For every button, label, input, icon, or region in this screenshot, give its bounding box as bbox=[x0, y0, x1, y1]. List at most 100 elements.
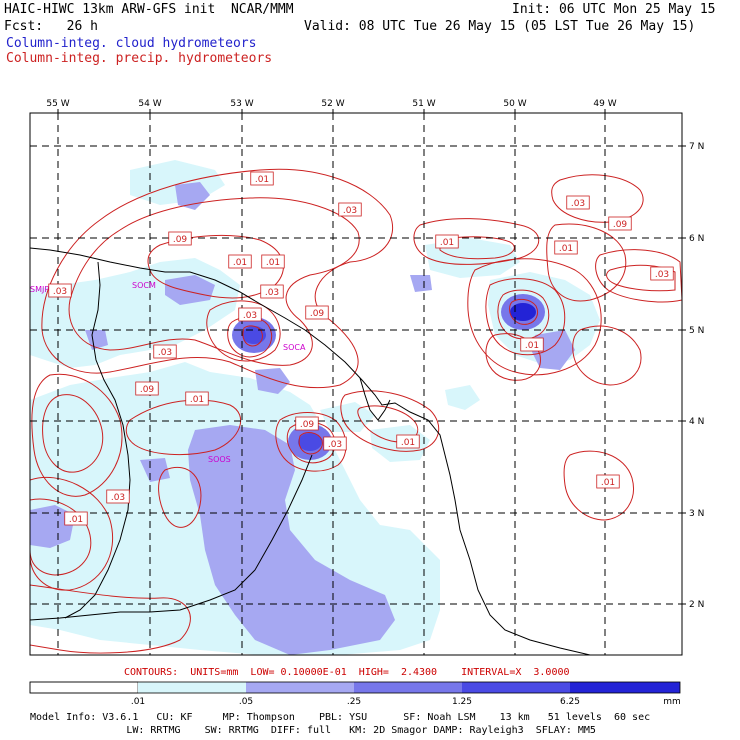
legend-swatch bbox=[246, 682, 354, 693]
lat-label: 6 N bbox=[689, 234, 704, 244]
contour-label: .01 bbox=[440, 238, 454, 248]
lon-label: 51 W bbox=[412, 99, 435, 109]
contour-label: .03 bbox=[265, 288, 279, 298]
contour-label: .01 bbox=[601, 478, 615, 488]
plot-title: HAIC-HIWC 13km ARW-GFS init NCAR/MMM bbox=[4, 2, 294, 17]
contour-label-box bbox=[323, 436, 347, 451]
forecast-hour: Fcst: 26 h bbox=[4, 19, 98, 34]
station-labels: SMJP SOCM SOCA SOOS bbox=[30, 281, 306, 464]
latitude-labels: 7 N 6 N 5 N 4 N 3 N 2 N bbox=[689, 142, 704, 610]
legend-tick: 1.25 bbox=[452, 697, 472, 707]
contour-label-box bbox=[520, 337, 544, 352]
contour-label-box bbox=[650, 266, 674, 281]
contour-label: .01 bbox=[266, 258, 280, 268]
contour-label-box bbox=[260, 284, 284, 299]
contour-label: .01 bbox=[401, 438, 415, 448]
contour-label: .03 bbox=[111, 493, 125, 503]
lon-label: 49 W bbox=[593, 99, 616, 109]
contour-label: .09 bbox=[613, 220, 628, 230]
legend-unit: mm bbox=[663, 697, 681, 707]
valid-time: Valid: 08 UTC Tue 26 May 15 (05 LST Tue … bbox=[304, 19, 696, 34]
legend-swatch bbox=[138, 682, 246, 693]
contour-label-box bbox=[64, 511, 88, 526]
contour-label: .09 bbox=[140, 385, 155, 395]
graticule bbox=[30, 113, 682, 655]
coastline-borders bbox=[30, 247, 591, 655]
station-label: SMJP bbox=[30, 285, 49, 294]
legend-swatch bbox=[29, 681, 139, 694]
model-info-line1: Model Info: V3.6.1 CU: KF MP: Thompson P… bbox=[30, 712, 651, 723]
lat-label: 4 N bbox=[689, 417, 704, 427]
legend-swatch bbox=[462, 682, 570, 693]
contour-label-box bbox=[608, 216, 632, 231]
precip-field-label: Column-integ. precip. hydrometeors bbox=[6, 51, 273, 66]
contour-label-box bbox=[135, 381, 159, 396]
color-legend: .01 .05 .25 1.25 6.25 mm bbox=[29, 681, 681, 707]
lon-label: 52 W bbox=[321, 99, 344, 109]
contour-label-box bbox=[106, 489, 130, 504]
contour-label-box bbox=[338, 202, 362, 217]
lon-label: 50 W bbox=[503, 99, 526, 109]
model-info-line2: LW: RRTMG SW: RRTMG DIFF: full KM: 2D Sm… bbox=[30, 725, 596, 736]
lat-label: 7 N bbox=[689, 142, 704, 152]
map-frame bbox=[29, 112, 683, 656]
lon-label: 53 W bbox=[230, 99, 253, 109]
legend-tick: .25 bbox=[347, 697, 361, 707]
contour-label-box bbox=[295, 416, 319, 431]
contour-label: .03 bbox=[571, 199, 585, 209]
contour-label: .01 bbox=[69, 515, 83, 525]
station-label: SOCM bbox=[132, 281, 156, 290]
longitude-labels: 55 W 54 W 53 W 52 W 51 W 50 W 49 W bbox=[46, 99, 616, 109]
contour-label-box bbox=[554, 240, 578, 255]
contour-label: .01 bbox=[559, 244, 573, 254]
station-label: SOCA bbox=[283, 343, 306, 352]
contour-label-box bbox=[250, 171, 274, 186]
lat-label: 3 N bbox=[689, 509, 704, 519]
contour-label-box bbox=[185, 391, 209, 406]
contour-label: .01 bbox=[525, 341, 539, 351]
contour-label-box bbox=[153, 344, 177, 359]
contour-label-box bbox=[596, 474, 620, 489]
lat-label: 5 N bbox=[689, 326, 704, 336]
contour-label: .09 bbox=[300, 420, 315, 430]
contour-label-box bbox=[435, 234, 459, 249]
contour-label-box bbox=[228, 254, 252, 269]
lon-label: 55 W bbox=[46, 99, 69, 109]
cloud-field-label: Column-integ. cloud hydrometeors bbox=[6, 36, 257, 51]
legend-ticks: .01 .05 .25 1.25 6.25 mm bbox=[131, 697, 681, 707]
cloud-cell-strong bbox=[232, 294, 545, 460]
contour-label-box bbox=[168, 231, 192, 246]
contour-label: .01 bbox=[233, 258, 247, 268]
contour-label: .03 bbox=[53, 287, 67, 297]
contour-label: .03 bbox=[328, 440, 342, 450]
contour-label-box bbox=[305, 305, 329, 320]
contour-label: .09 bbox=[310, 309, 325, 319]
station-label: SOOS bbox=[208, 455, 231, 464]
contour-label: .03 bbox=[655, 270, 669, 280]
legend-swatch bbox=[354, 682, 462, 693]
legend-swatch bbox=[570, 682, 680, 693]
contour-label: .09 bbox=[173, 235, 188, 245]
legend-tick: .05 bbox=[239, 697, 253, 707]
contour-label-box bbox=[261, 254, 285, 269]
precip-contours bbox=[30, 168, 682, 654]
contour-labels: .01 .03 .09 .01 .01 .03 .09 .03 .01 .03 .09 .01 .03.… bbox=[48, 171, 674, 526]
legend-bar bbox=[29, 681, 681, 694]
legend-tick: .01 bbox=[131, 697, 145, 707]
lon-label: 54 W bbox=[138, 99, 161, 109]
lat-ticks bbox=[57, 109, 686, 605]
contour-label-box bbox=[48, 283, 72, 298]
lat-label: 2 N bbox=[689, 600, 704, 610]
contour-label: .03 bbox=[158, 348, 172, 358]
contours-info: CONTOURS: UNITS=mm LOW= 0.10000E-01 HIGH… bbox=[124, 667, 570, 678]
legend-tick: 6.25 bbox=[560, 697, 580, 707]
contour-label-box bbox=[566, 195, 590, 210]
contour-label: .03 bbox=[343, 206, 357, 216]
contour-label: .01 bbox=[190, 395, 204, 405]
contour-label-box bbox=[238, 307, 262, 322]
cloud-area-medium bbox=[30, 182, 575, 655]
contour-label: .01 bbox=[255, 175, 269, 185]
contour-label: .03 bbox=[243, 311, 257, 321]
contour-label-box bbox=[396, 434, 420, 449]
